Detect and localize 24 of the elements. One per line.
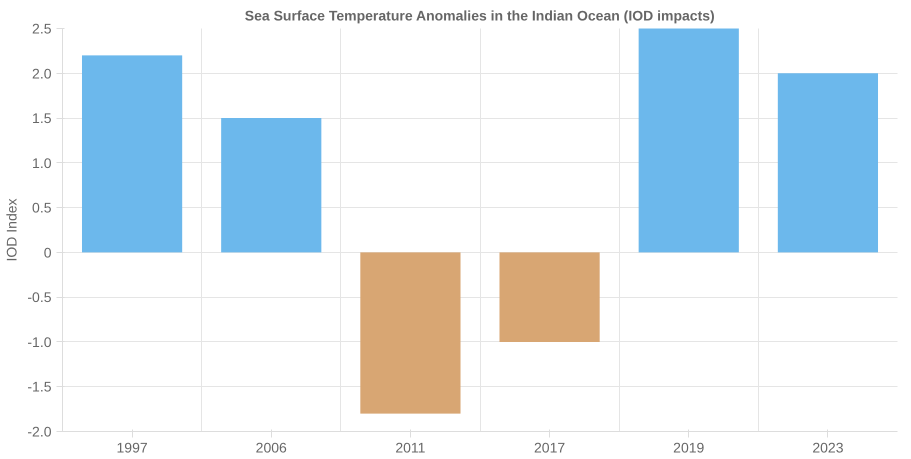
x-tick-label: 2017 [534,440,566,456]
y-tick-label: -2.0 [27,424,52,440]
y-tick-label: -0.5 [27,289,52,306]
x-tick-label: 2019 [673,440,705,456]
y-tick-label: 0 [44,244,52,260]
y-tick-label: -1.0 [27,334,52,350]
y-axis-title: IOD Index [3,198,20,262]
bar [82,55,182,252]
y-tick-label: -1.5 [27,378,52,395]
y-tick-label: 1.5 [32,110,52,126]
x-tick-label: 2006 [256,440,288,456]
bar [221,118,322,252]
bar [360,252,461,414]
x-tick-label: 1997 [116,440,148,456]
y-tick-label: 2.0 [32,65,52,82]
x-tick-label: 2011 [395,440,426,456]
bar [638,28,739,252]
chart-title: Sea Surface Temperature Anomalies in the Indian Ocean (IOD impacts) [244,8,715,24]
y-tick-label: 1.0 [32,154,52,171]
bar [778,73,878,252]
y-tick-label: 2.5 [32,20,52,36]
bar [499,252,600,342]
x-tick-label: 2023 [812,440,844,456]
y-tick-label: 0.5 [32,200,52,216]
